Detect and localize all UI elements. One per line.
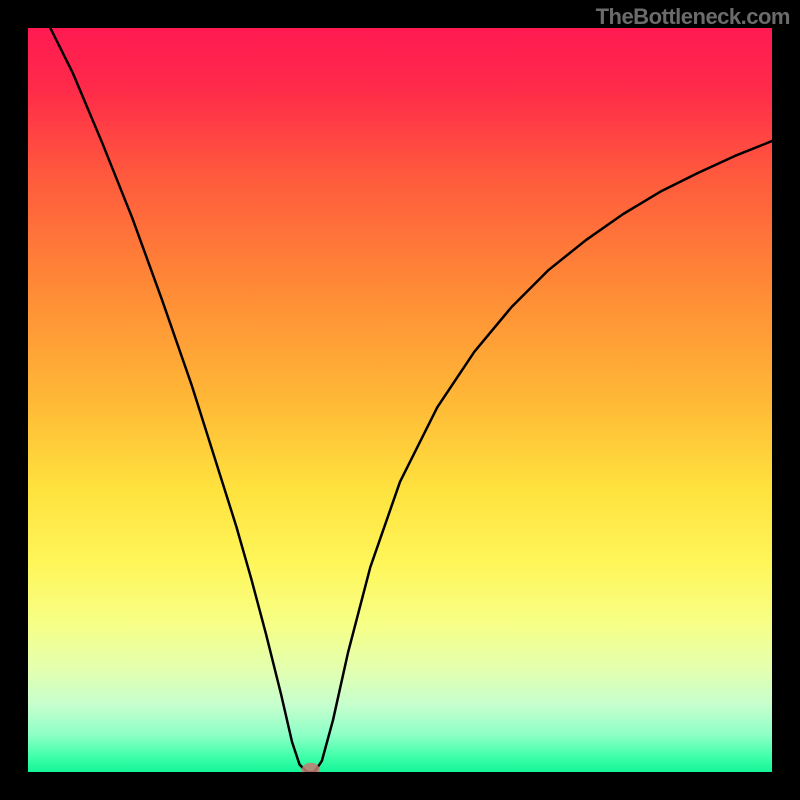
plot-background bbox=[28, 28, 772, 772]
chart-frame: TheBottleneck.com bbox=[0, 0, 800, 800]
watermark-text: TheBottleneck.com bbox=[596, 4, 790, 30]
bottleneck-chart bbox=[28, 28, 772, 772]
